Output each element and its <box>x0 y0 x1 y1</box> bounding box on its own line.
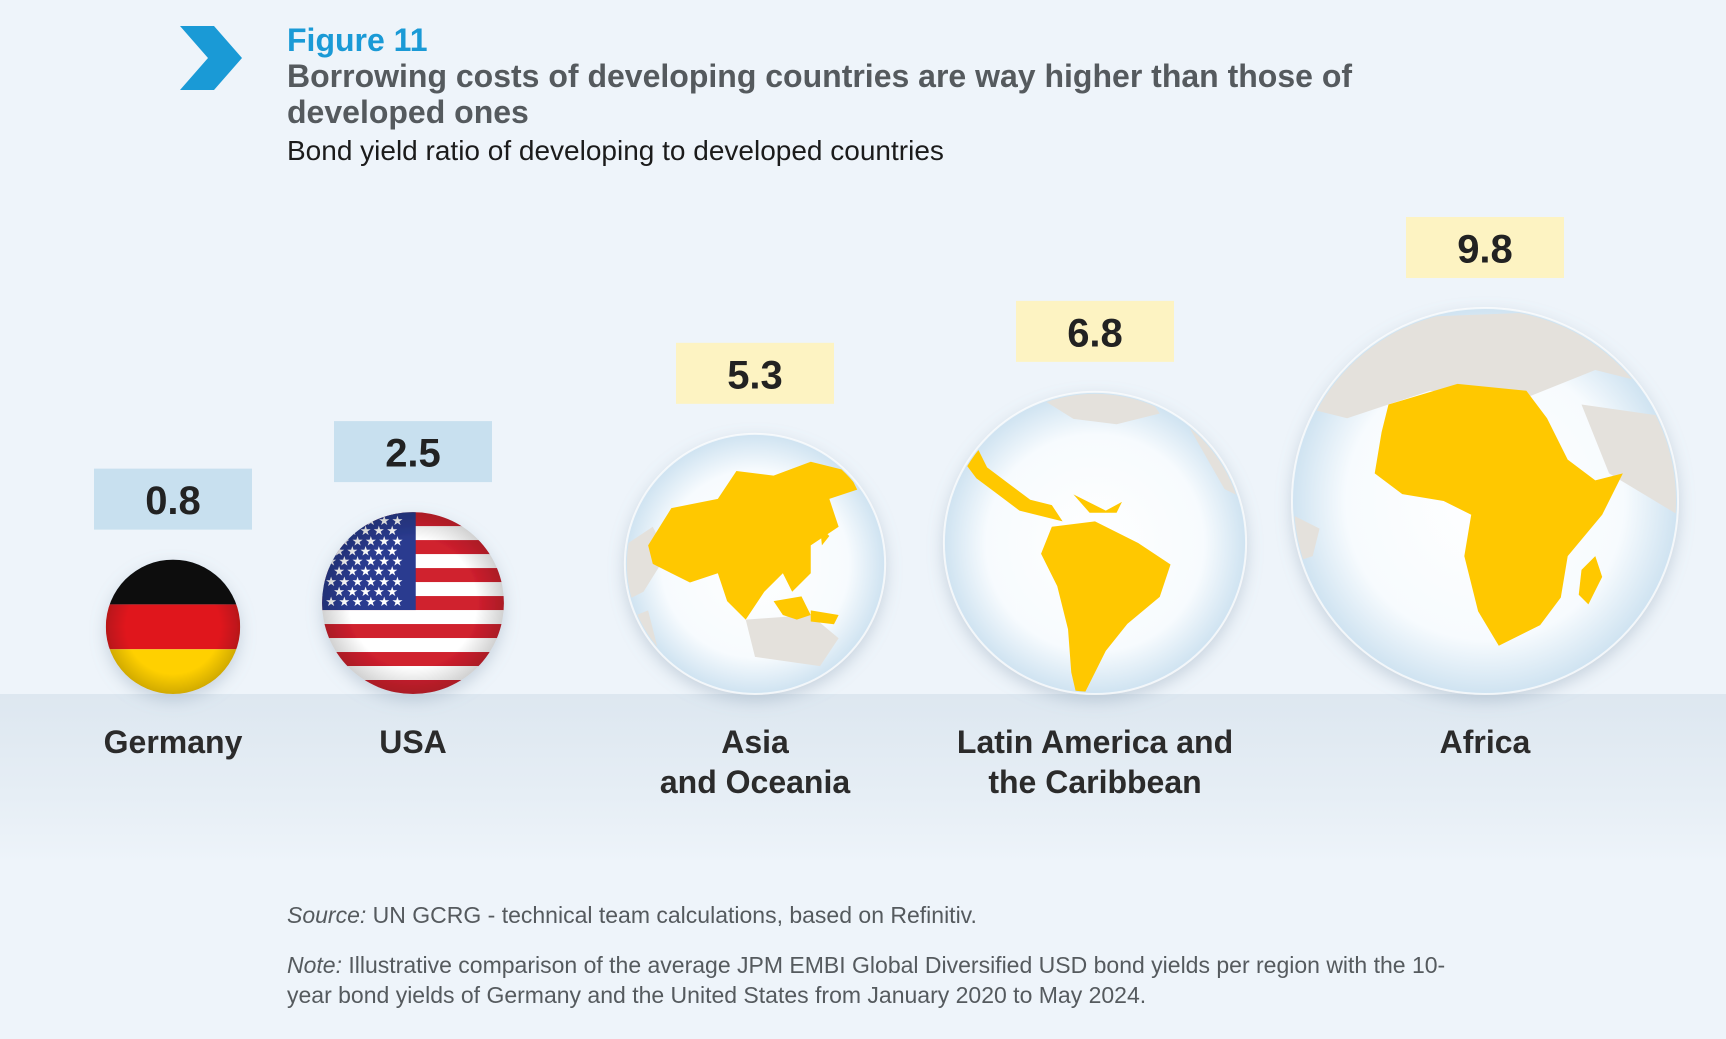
value-box <box>676 342 834 404</box>
bubble-flag-germany <box>105 559 241 694</box>
category-label: USA <box>379 724 447 760</box>
value-box <box>1406 217 1564 278</box>
bubble-flag-usa: ★★★★★★★★★★★★★★★★★★★★★★★★★★★★★★★★★★★★★★★★… <box>322 512 504 695</box>
baseline-band <box>0 694 1726 864</box>
data-label: 9.8 <box>1457 228 1513 272</box>
svg-text:★: ★ <box>352 514 364 529</box>
data-label: 5.3 <box>727 353 783 397</box>
svg-text:★: ★ <box>325 534 337 549</box>
category-label: Germany <box>103 724 243 760</box>
note-text: Illustrative comparison of the average J… <box>287 952 1446 1008</box>
chart-subtitle: Bond yield ratio of developing to develo… <box>287 135 944 166</box>
source-label: Source: <box>287 902 367 928</box>
chevron-icon <box>180 26 242 90</box>
svg-text:★: ★ <box>333 524 345 539</box>
source-text: UN GCRG - technical team calculations, b… <box>366 902 977 928</box>
method-note: Note: Illustrative comparison of the ave… <box>287 950 1447 1010</box>
bubble-globe-latin-america <box>942 390 1248 695</box>
bubble-globe-africa <box>1291 307 1679 695</box>
bubble-globe-asia-oceania <box>623 432 887 695</box>
data-label: 0.8 <box>145 479 201 523</box>
data-label: 2.5 <box>385 432 441 476</box>
category-label: Africa <box>1439 724 1531 760</box>
source-note: Source: UN GCRG - technical team calcula… <box>287 902 977 929</box>
figure-label: Figure 11 <box>287 22 428 58</box>
chart-title: Borrowing costs of developing countries … <box>287 58 1353 130</box>
value-box <box>94 468 252 530</box>
category-label: Latin America and the Caribbean <box>956 724 1234 800</box>
category-label: Asia and Oceania <box>659 724 851 800</box>
svg-text:★: ★ <box>325 514 337 529</box>
data-label: 6.8 <box>1067 311 1123 355</box>
note-label: Note: <box>287 952 342 978</box>
value-box <box>1016 300 1174 362</box>
value-box <box>334 421 492 483</box>
svg-text:★: ★ <box>339 514 351 529</box>
